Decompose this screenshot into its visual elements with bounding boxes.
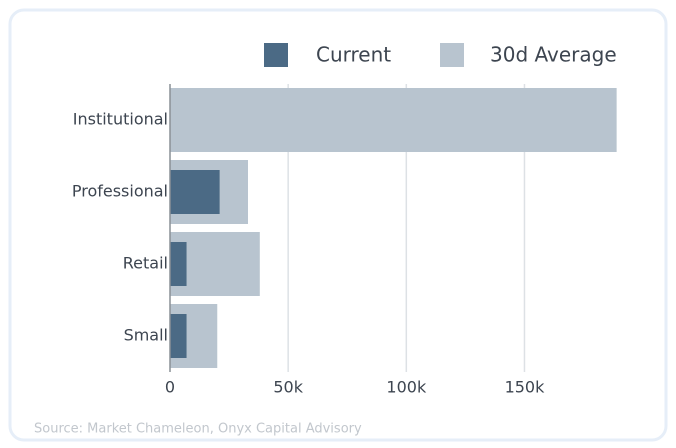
legend-label: Current	[316, 43, 391, 67]
y-tick-label: Professional	[72, 182, 168, 201]
legend-swatch	[264, 43, 288, 67]
x-tick-label: 50k	[273, 378, 303, 397]
bar	[170, 242, 187, 286]
legend-label: 30d Average	[490, 43, 617, 67]
bar	[170, 314, 187, 358]
y-tick-label: Institutional	[73, 110, 168, 129]
legend-swatch	[440, 43, 464, 67]
x-tick-label: 100k	[386, 378, 427, 397]
bar	[170, 88, 617, 152]
source-note: Source: Market Chameleon, Onyx Capital A…	[34, 422, 362, 437]
bar	[170, 170, 220, 214]
card	[8, 8, 668, 442]
x-tick-label: 0	[165, 378, 175, 397]
y-tick-label: Retail	[123, 254, 168, 273]
y-tick-label: Small	[124, 326, 168, 345]
x-tick-label: 150k	[505, 378, 546, 397]
